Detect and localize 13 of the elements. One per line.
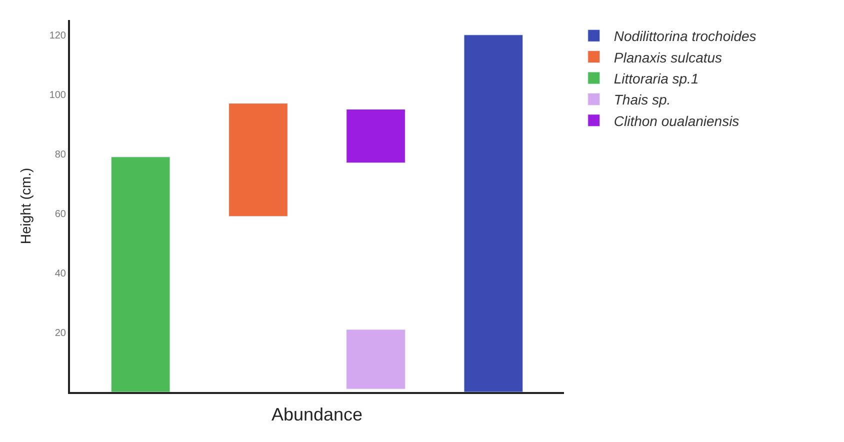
legend-label: Clithon oualaniensis (614, 112, 740, 129)
y-axis-title: Height (cm.) (17, 168, 34, 244)
legend-label: Planaxis sulcatus (614, 49, 722, 66)
legend-label: Nodilittorina trochoides (614, 28, 756, 44)
y-tick-label: 80 (54, 149, 66, 160)
legend-label: Thais sp. (614, 92, 671, 108)
y-tick-label: 40 (54, 268, 66, 280)
legend-label: Littoraria sp.1 (614, 70, 699, 86)
x-axis-title: Abundance (271, 404, 363, 425)
y-tick-label: 20 (54, 328, 66, 339)
y-tick-label: 60 (54, 208, 66, 220)
y-tick-label: 120 (49, 30, 66, 42)
y-tick-label: 100 (49, 90, 66, 101)
